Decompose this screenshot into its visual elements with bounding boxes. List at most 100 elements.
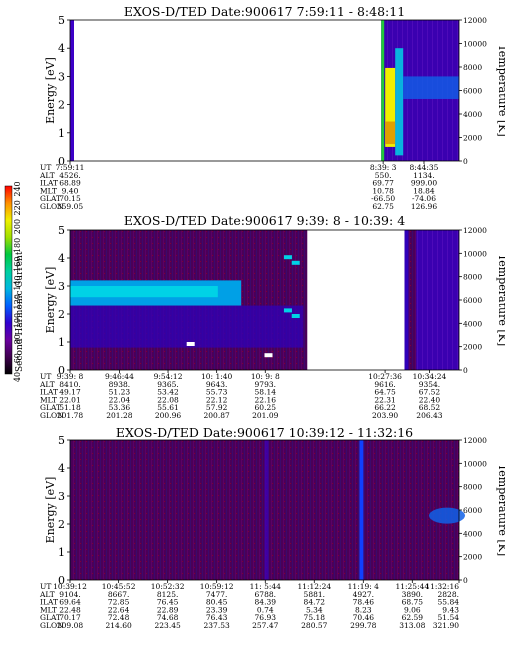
orbit-cell: 53.36 [109,403,131,412]
colorbar-tick-label: 180 [13,238,22,253]
orbit-cell: 11:19: 4 [348,582,380,591]
orbit-cell: 9365. [157,380,178,389]
orbit-cell: 9643. [206,380,227,389]
orbit-cell: 200.87 [204,411,230,420]
orbit-cell: 4927. [353,590,374,599]
orbit-cell: 68.52 [419,403,441,412]
orbit-row-label: UT [40,582,51,591]
orbit-row-label: GLON [40,202,64,211]
orbit-cell: 10:27:36 [368,372,402,381]
orbit-cell: 8938. [109,380,130,389]
energy-axis-label: Energy [eV] [44,57,57,124]
panel-2: EXOS-D/TED Date:900617 9:39: 8 - 10:39: … [39,213,505,420]
temperature-tick-label: 12000 [463,226,487,235]
orbit-cell: 76.45 [157,598,179,607]
orbit-cell: 9.40 [62,186,79,195]
colorbar-tick-label: 80 [13,334,22,344]
orbit-cell: 11:32:16 [425,582,459,591]
panel-title: EXOS-D/TED Date:900617 10:39:12 - 11:32:… [116,425,413,440]
orbit-row-label: ILAT [40,179,58,188]
orbit-cell: 70.15 [59,194,81,203]
temperature-tick-label: 4000 [463,529,482,538]
orbit-cell: 58.14 [255,388,277,397]
orbit-cell: 64.75 [374,388,396,397]
energy-tick-label: 1 [58,127,65,140]
temperature-tick-label: 8000 [463,273,482,282]
orbit-cell: 74.68 [157,613,179,622]
data-fleck [283,255,292,260]
data-hotspot [385,67,396,147]
orbit-cell: 6788. [255,590,276,599]
data-blue-band [70,305,304,348]
panel-title: EXOS-D/TED Date:900617 9:39: 8 - 10:39: … [124,213,405,228]
data-column-green [381,20,385,161]
energy-axis: 0 1 2 3 4 5 Energy [eV] [44,434,70,587]
orbit-cell: 62.59 [402,613,424,622]
orbit-row-label: MLT [40,186,57,195]
orbit-cell: 55.61 [157,403,178,412]
data-blue-blob [429,507,465,524]
orbit-cell: 11:12:24 [297,582,331,591]
orbit-cell: 70.17 [59,613,81,622]
orbit-cell: 237.53 [204,621,230,630]
panel-title: EXOS-D/TED Date:900617 7:59:11 - 8:48:11 [124,4,405,19]
data-stripe [359,440,364,580]
orbit-cell: 126.96 [411,202,437,211]
orbit-cell: 9793. [255,380,276,389]
orbit-cell: 76.43 [206,613,228,622]
energy-tick-label: 4 [58,42,65,55]
orbit-row-label: GLAT [40,403,61,412]
orbit-row-label: ILAT [40,388,58,397]
data-fleck [186,342,195,346]
orbit-cell: 51.18 [59,403,81,412]
orbit-cell: 4526. [59,171,80,180]
orbit-cell: 999.00 [411,179,437,188]
orbit-cell: 10:45:52 [102,582,136,591]
orbit-cell: 51.54 [438,613,460,622]
orbit-cell: -74.06 [412,194,436,203]
orbit-cell: 10: 9: 8 [251,372,280,381]
data-fleck [283,308,292,313]
orbit-cell: 84.72 [304,598,326,607]
temperature-tick-label: 0 [463,366,468,375]
orbit-cell: 313.08 [399,621,425,630]
colorbar-tick-label: 240 [13,181,22,196]
energy-tick-label: 1 [58,546,65,559]
orbit-cell: 9616. [374,380,395,389]
orbit-cell: 359.05 [57,202,83,211]
orbit-cell: 0.74 [257,605,274,614]
orbit-cell: 55.73 [206,388,228,397]
energy-tick-label: 0 [58,364,65,377]
orbit-cell: 68.75 [402,598,424,607]
orbit-cell: 10:59:12 [200,582,234,591]
orbit-cell: 8.23 [355,605,372,614]
colorbar: Second Harmonic Current 40 60 80 100 120 140 1… [4,181,25,382]
temperature-tick-label: 12000 [463,436,487,445]
temperature-tick-label: 10000 [463,459,487,468]
temperature-tick-label: 6000 [463,296,482,305]
colorbar-tick-label: 60 [13,353,22,363]
orbit-table: UTALTILATMLTGLATGLON10:39:129104.69.6422… [39,580,460,630]
orbit-cell: -66.50 [371,194,395,203]
orbit-cell: 299.78 [350,621,376,630]
temperature-axis: 0 2000 4000 6000 8000 10000 12000 Temperature [… [459,436,505,585]
data-fleck [291,260,300,265]
orbit-cell: 10:52:32 [151,582,185,591]
orbit-cell: 2828. [438,590,459,599]
orbit-cell: 9.06 [404,605,421,614]
energy-tick-label: 3 [58,280,65,293]
orbit-cell: 201.78 [57,411,83,420]
energy-axis-label: Energy [eV] [44,267,57,334]
data-hotspot-core [385,121,396,145]
temperature-axis-label: Temperature [K] [496,44,505,136]
orbit-row-label: GLAT [40,613,61,622]
orbit-cell: 9:54:12 [154,372,183,381]
orbit-cell: 257.47 [252,621,278,630]
orbit-cell: 9.43 [442,605,459,614]
orbit-cell: 66.22 [374,403,396,412]
temperature-tick-label: 8000 [463,483,482,492]
orbit-cell: 18.84 [413,186,435,195]
colorbar-title: Second Harmonic Current [15,251,25,372]
orbit-cell: 22.12 [206,395,228,404]
